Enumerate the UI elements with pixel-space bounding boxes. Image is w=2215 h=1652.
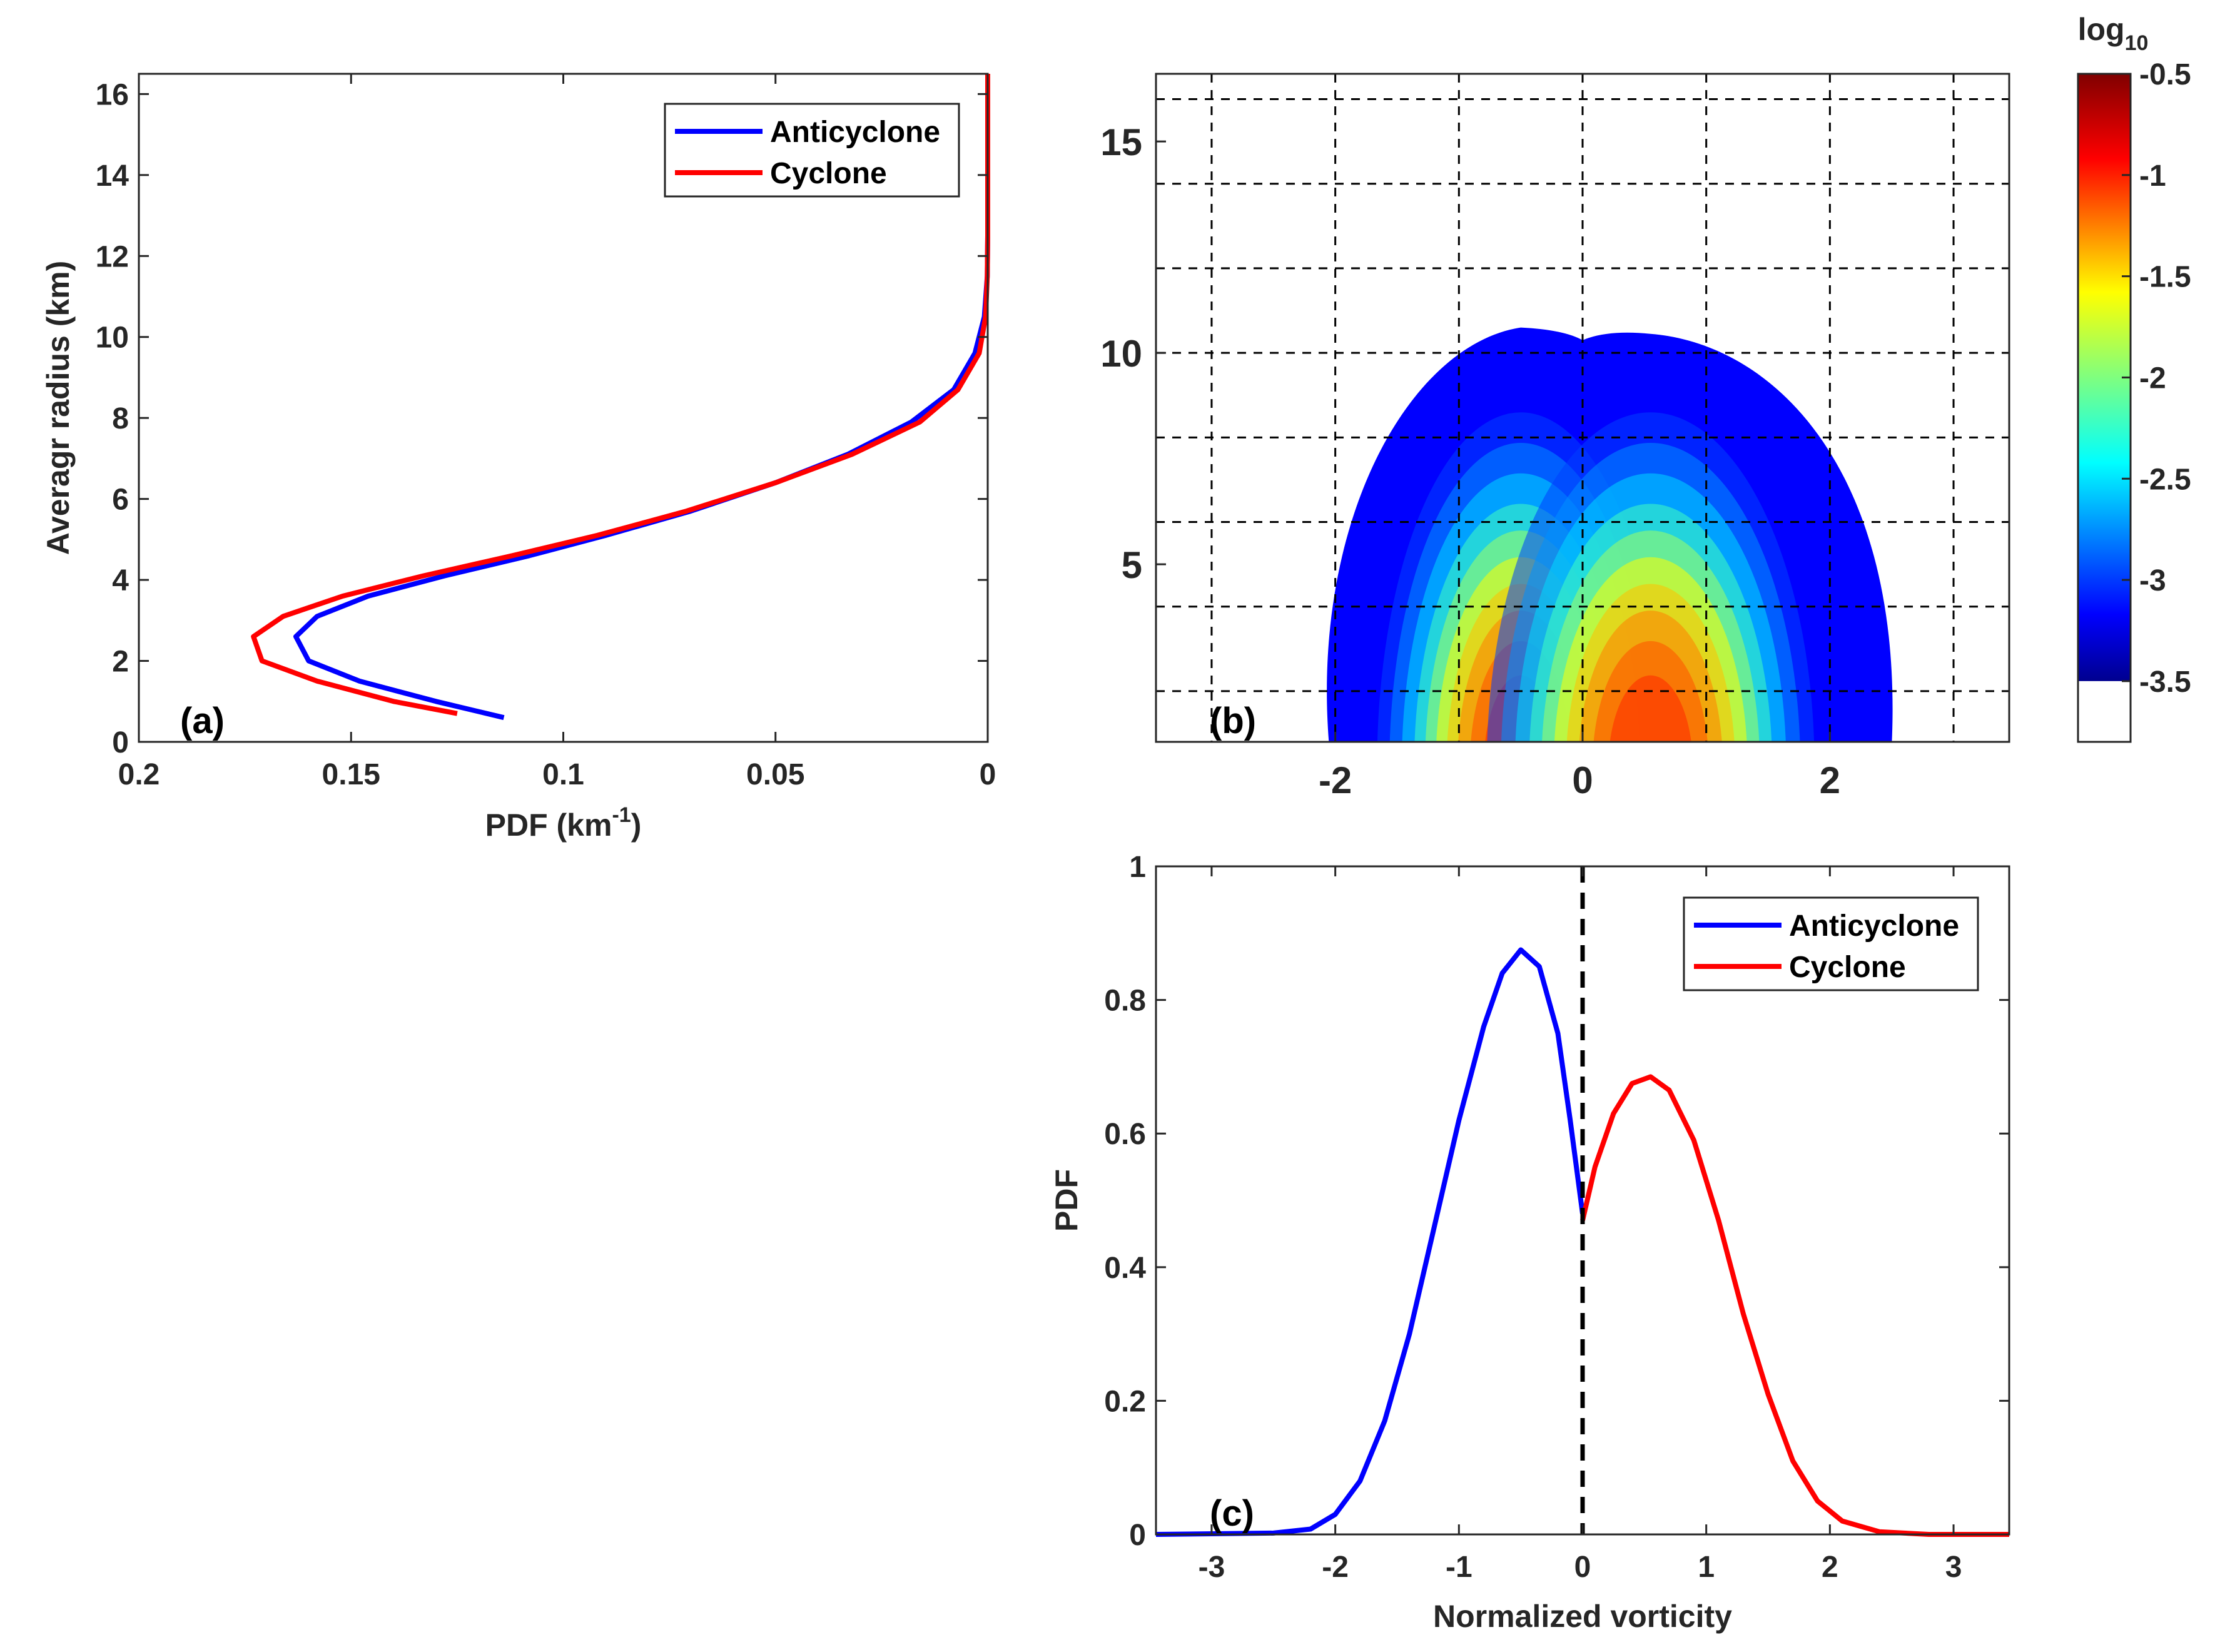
panel-a-ticks: 0.2 0.15 0.1 0.05 0 0 2 4 6 8 10 12 14 16 xyxy=(96,74,996,791)
colorbar-tick-label: -1.5 xyxy=(2139,261,2191,294)
y-tick-label: 0.6 xyxy=(1104,1118,1146,1151)
panel-b-ticks: -2 0 2 5 10 15 xyxy=(1100,121,1840,801)
colorbar-tick-label: -0.5 xyxy=(2139,58,2191,91)
y-tick-label: 15 xyxy=(1100,121,1142,163)
legend-label-cyclone: Cyclone xyxy=(770,157,887,190)
x-tick-label: -2 xyxy=(1322,1551,1349,1584)
panel-a-label: (a) xyxy=(180,701,225,741)
panel-a-xlabel-end: ) xyxy=(631,808,642,843)
y-tick-label: 1 xyxy=(1129,851,1146,884)
panel-c-ticks: -3 -2 -1 0 1 2 3 0 0.2 0.4 0.6 0.8 1 xyxy=(1104,851,2009,1584)
x-tick-label: 2 xyxy=(1822,1551,1838,1584)
colorbar-frame xyxy=(2077,73,2132,743)
colorbar-tick-label: -3.5 xyxy=(2139,666,2191,699)
x-tick-label: 2 xyxy=(1820,759,1840,801)
legend-label-anticyclone: Anticyclone xyxy=(770,116,940,149)
panel-c-ylabel: PDF xyxy=(1049,1169,1084,1232)
legend-label-anticyclone: Anticyclone xyxy=(1789,910,1959,943)
y-tick-label: 10 xyxy=(1100,333,1142,375)
colorbar-title-sub: 10 xyxy=(2125,31,2149,55)
panel-c-legend: Anticyclone Cyclone xyxy=(1683,896,1979,991)
panel-b-grid xyxy=(1156,74,2009,742)
panel-a-xlabel: PDF (km-1) xyxy=(485,803,642,843)
x-tick-label: 0.15 xyxy=(322,758,380,791)
colorbar: -0.5 -1 -1.5 -2 -2.5 -3 -3.5 xyxy=(2077,58,2191,743)
y-tick-label: 5 xyxy=(1122,544,1142,586)
y-tick-label: 14 xyxy=(96,160,129,193)
y-tick-label: 0.4 xyxy=(1104,1252,1146,1285)
x-tick-label: 0.05 xyxy=(746,758,804,791)
series-anticyclone-line xyxy=(1155,947,1585,1537)
x-tick-label: -2 xyxy=(1319,759,1352,801)
x-tick-label: 0.2 xyxy=(118,758,160,791)
panel-c-label: (c) xyxy=(1210,1493,1254,1534)
x-tick-label: 0 xyxy=(1574,1551,1591,1584)
series-cyclone-line xyxy=(1580,1074,2009,1537)
panel-a: 0.2 0.15 0.1 0.05 0 0 2 4 6 8 10 12 14 16 Anticyclone… xyxy=(41,73,996,843)
y-tick-label: 0.2 xyxy=(1104,1385,1146,1418)
panel-a-ylabel: Averagr radius (km) xyxy=(41,261,76,555)
colorbar-tick-label: -3 xyxy=(2139,564,2166,597)
panel-b-label: (b) xyxy=(1210,701,1256,741)
colorbar-tick-label: -2 xyxy=(2139,362,2166,395)
panel-a-legend: Anticyclone Cyclone xyxy=(664,103,960,198)
y-tick-label: 6 xyxy=(112,484,129,517)
colorbar-below-range xyxy=(2078,681,2131,742)
y-tick-label: 0.8 xyxy=(1104,985,1146,1018)
y-tick-label: 8 xyxy=(112,402,129,435)
colorbar-title: log10 xyxy=(2078,12,2149,55)
legend-box xyxy=(664,103,960,198)
y-tick-label: 10 xyxy=(96,322,129,355)
y-tick-label: 0 xyxy=(112,726,129,759)
panel-b: -2 0 2 5 10 15 (b) -0.5 -1 -1.5 -2 -2.5 -3 -3.5 log… xyxy=(1100,12,2191,801)
panel-c-xlabel: Normalized vorticity xyxy=(1433,1599,1732,1634)
panel-a-xlabel-main: PDF (km xyxy=(485,808,612,843)
x-tick-label: 0 xyxy=(980,758,996,791)
x-tick-label: 1 xyxy=(1698,1551,1715,1584)
legend-label-cyclone: Cyclone xyxy=(1789,951,1906,984)
y-tick-label: 4 xyxy=(112,564,129,597)
colorbar-tick-label: -1 xyxy=(2139,160,2166,193)
y-tick-label: 16 xyxy=(96,78,129,111)
legend-box xyxy=(1683,896,1979,991)
y-tick-label: 12 xyxy=(96,240,129,273)
x-tick-label: 3 xyxy=(1945,1551,1962,1584)
x-tick-label: -1 xyxy=(1446,1551,1472,1584)
panel-c-series xyxy=(1155,947,2009,1537)
panel-b-heatmap xyxy=(1327,327,1893,742)
panel-a-xlabel-sup: -1 xyxy=(612,803,631,827)
y-tick-label: 2 xyxy=(112,646,129,679)
x-tick-label: 0.1 xyxy=(542,758,584,791)
y-tick-label: 0 xyxy=(1129,1519,1146,1552)
colorbar-tick-label: -2.5 xyxy=(2139,463,2191,496)
panel-a-series xyxy=(251,74,990,721)
x-tick-label: 0 xyxy=(1572,759,1593,801)
heatmap-contour-band xyxy=(1609,675,1691,742)
colorbar-title-main: log xyxy=(2078,12,2125,47)
series-cyclone-line xyxy=(251,74,990,716)
x-tick-label: -3 xyxy=(1199,1551,1225,1584)
panel-c: -3 -2 -1 0 1 2 3 0 0.2 0.4 0.6 0.8 1 Anticyclone Cycl… xyxy=(1049,851,2010,1634)
